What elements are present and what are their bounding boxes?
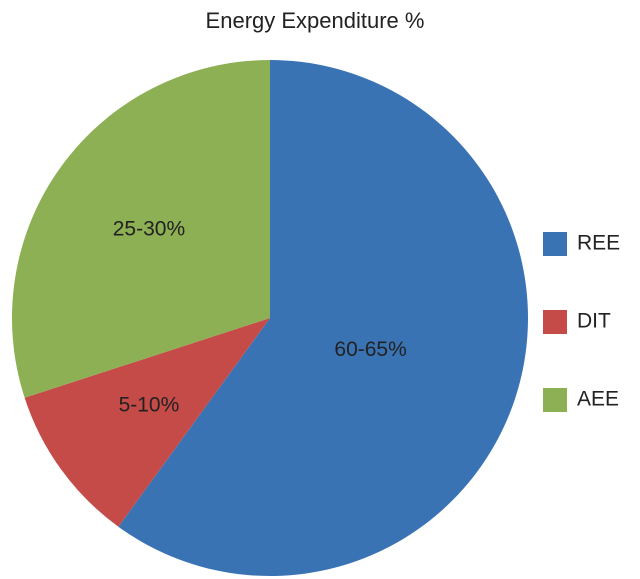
- legend-label: DIT: [577, 310, 611, 333]
- pie-slice: [11, 60, 271, 398]
- slice-label: 25-30%: [113, 218, 185, 241]
- slice-label: 5-10%: [119, 394, 180, 417]
- legend-label: AEE: [577, 388, 619, 411]
- legend-swatch: [543, 310, 567, 334]
- pie-slice: [118, 60, 528, 576]
- legend-label: REE: [577, 232, 620, 255]
- chart-title: Energy Expenditure %: [206, 8, 425, 33]
- legend-swatch: [543, 388, 567, 412]
- legend-swatch: [543, 232, 567, 256]
- pie-slice: [24, 318, 271, 527]
- slice-label: 60-65%: [334, 338, 406, 361]
